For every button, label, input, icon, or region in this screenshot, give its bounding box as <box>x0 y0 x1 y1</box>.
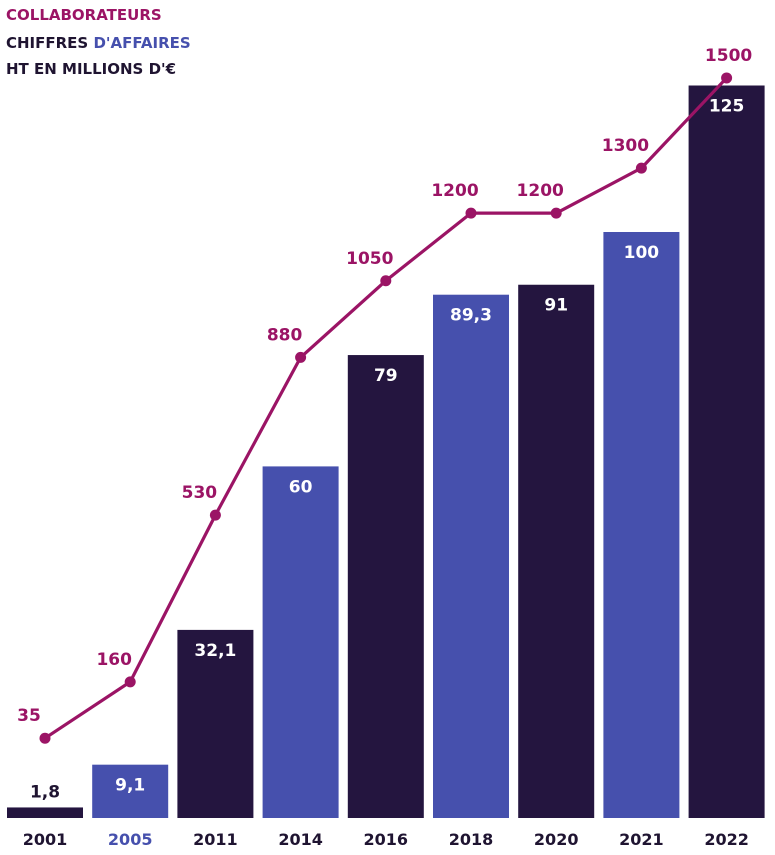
bar-label-2022: 125 <box>709 97 745 117</box>
collaborateurs-point-2021 <box>635 162 647 174</box>
collaborateurs-label-2021: 1300 <box>602 136 649 156</box>
legend-ca-accent: D'AFFAIRES <box>93 34 191 52</box>
legend-ht-label: HT EN MILLIONS D'€ <box>6 60 177 78</box>
bar-2022 <box>688 85 765 818</box>
collaborateurs-label-2005: 160 <box>96 650 132 670</box>
bar-2018 <box>433 294 509 818</box>
collaborateurs-point-2018 <box>465 207 477 219</box>
bar-2001 <box>7 807 83 818</box>
bar-2014 <box>262 466 339 818</box>
collaborateurs-label-2011: 530 <box>182 483 218 503</box>
bar-2020 <box>518 284 595 818</box>
collaborateurs-label-2018: 1200 <box>431 181 478 201</box>
collaborateurs-point-2022 <box>721 72 733 84</box>
collaborateurs-label-2020: 1200 <box>517 181 564 201</box>
year-label-2001: 2001 <box>23 830 68 849</box>
collaborateurs-label-2014: 880 <box>267 325 303 345</box>
collaborateurs-point-2016 <box>380 275 392 287</box>
bar-label-2001: 1,8 <box>30 782 60 802</box>
bar-2021 <box>603 232 680 818</box>
bar-2011 <box>177 629 254 818</box>
year-label-2020: 2020 <box>534 830 579 849</box>
year-label-2022: 2022 <box>704 830 749 849</box>
collaborateurs-point-2014 <box>295 351 307 363</box>
bar-label-2011: 32,1 <box>194 641 236 661</box>
legend-ca-prefix: CHIFFRES <box>6 34 94 52</box>
bar-label-2018: 89,3 <box>450 306 492 326</box>
bar-label-2014: 60 <box>289 477 313 497</box>
collaborateurs-label-2001: 35 <box>17 706 41 726</box>
collaborateurs-point-2005 <box>124 676 136 688</box>
collaborateurs-label-2016: 1050 <box>346 249 393 269</box>
collaborateurs-label-2022: 1500 <box>705 46 752 66</box>
year-label-2016: 2016 <box>364 830 409 849</box>
collaborateurs-point-2001 <box>39 732 51 744</box>
bar-label-2020: 91 <box>544 296 568 316</box>
collaborateurs-point-2020 <box>550 207 562 219</box>
year-label-2011: 2011 <box>193 830 238 849</box>
year-label-2014: 2014 <box>278 830 323 849</box>
legend-collaborateurs-label: COLLABORATEURS <box>6 6 162 24</box>
bar-label-2021: 100 <box>624 243 660 263</box>
legend-collaborateurs: COLLABORATEURS <box>6 6 162 24</box>
legend-ht-millions: HT EN MILLIONS D'€ <box>6 60 176 78</box>
year-label-2005: 2005 <box>108 830 153 849</box>
bar-label-2005: 9,1 <box>115 776 145 796</box>
bar-label-2016: 79 <box>374 366 398 386</box>
legend-chiffres-affaires: CHIFFRES D'AFFAIRES <box>6 34 191 52</box>
year-label-2021: 2021 <box>619 830 664 849</box>
year-label-2018: 2018 <box>449 830 494 849</box>
bar-2005 <box>92 764 169 818</box>
bar-2016 <box>347 355 424 818</box>
collaborateurs-point-2011 <box>209 509 221 521</box>
